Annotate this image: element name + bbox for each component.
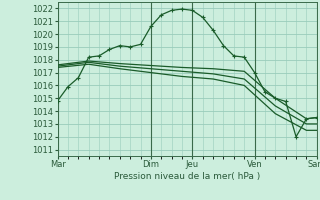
- X-axis label: Pression niveau de la mer( hPa ): Pression niveau de la mer( hPa ): [114, 172, 260, 181]
